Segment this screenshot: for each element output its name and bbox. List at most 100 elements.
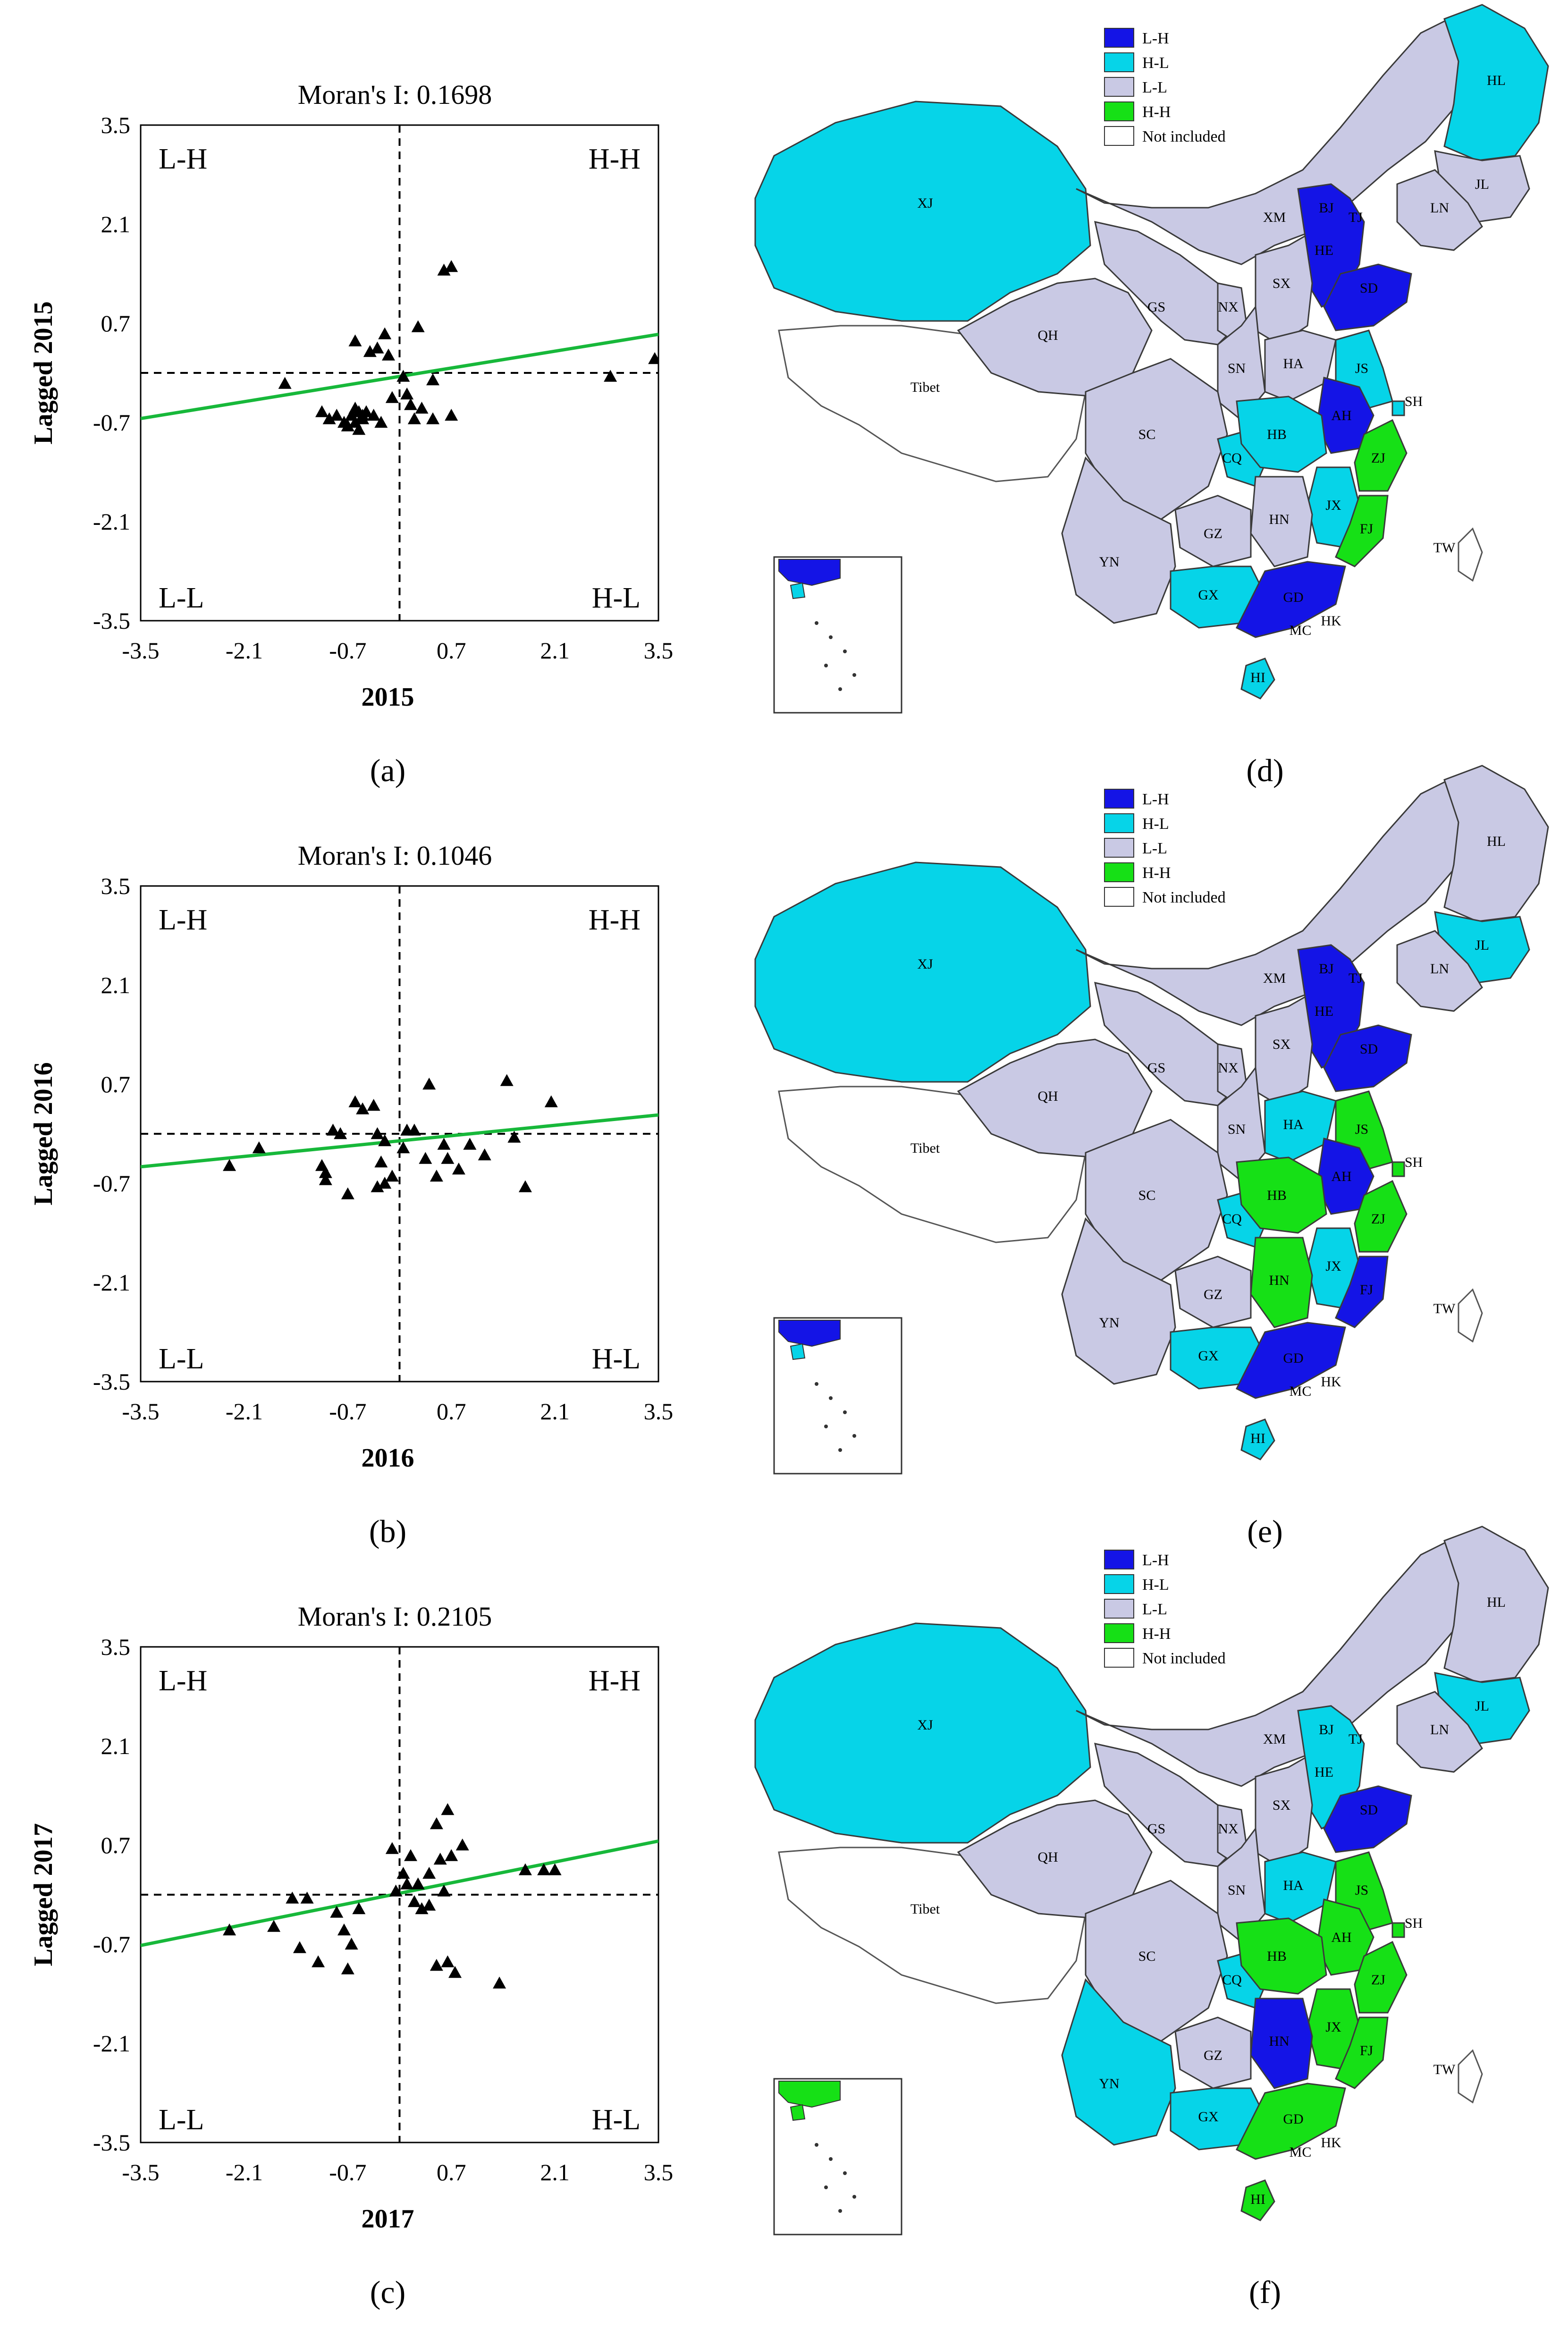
data-point: [396, 370, 410, 382]
data-point: [381, 348, 395, 361]
data-point: [400, 388, 414, 400]
province-zj: [1354, 1940, 1408, 2014]
data-point: [445, 260, 458, 272]
quadrant-label-ll: L-L: [159, 2104, 204, 2136]
province-sd: [1323, 1785, 1412, 1853]
data-point: [367, 409, 380, 421]
legend-swatch: [1104, 28, 1134, 48]
region-label-sx: SX: [1273, 1797, 1291, 1813]
panel-label: (c): [370, 2274, 405, 2310]
inset-coast: [778, 2081, 841, 2108]
x-tick-label: -3.5: [122, 637, 159, 664]
legend-swatch: [1104, 1550, 1134, 1569]
inset-map: [773, 2078, 902, 2235]
province-hi: [1240, 1418, 1275, 1460]
province-sn: [1217, 1827, 1266, 1943]
legend-swatch: [1104, 101, 1134, 121]
china-map-2: XJ HL JL LN XM BJ TJ HE SX SD QH GS NX SN HA JS SH Tibet S…: [754, 765, 1549, 1549]
x-tick-label: -0.7: [329, 2159, 366, 2185]
province-sn: [1217, 1066, 1266, 1182]
region-label-hk: HK: [1321, 1374, 1341, 1390]
data-point: [378, 1177, 392, 1189]
quadrant-label-ll: L-L: [159, 582, 204, 614]
region-label-sx: SX: [1273, 276, 1291, 291]
data-point: [286, 1891, 299, 1904]
y-tick-label: 0.7: [101, 1071, 131, 1097]
province-yn: [1061, 1978, 1176, 2146]
data-point: [367, 1099, 380, 1111]
region-label-sn: SN: [1228, 1882, 1246, 1898]
data-point: [348, 334, 362, 346]
region-label-hb: HB: [1267, 1948, 1287, 1964]
region-label-hk: HK: [1321, 2135, 1341, 2151]
inset-island-dot: [843, 649, 847, 653]
legend-label: H-H: [1142, 864, 1171, 882]
data-point: [223, 1159, 236, 1171]
region-label-hn: HN: [1269, 512, 1289, 527]
x-tick-label: 2.1: [540, 637, 570, 664]
region-label-sh: SH: [1405, 1915, 1423, 1931]
province-qh: [957, 278, 1153, 397]
province-gd: [1235, 2083, 1346, 2160]
data-point: [407, 1123, 421, 1136]
region-label-cq: CQ: [1222, 450, 1242, 466]
data-point: [385, 391, 399, 403]
region-label-bj: BJ: [1319, 961, 1334, 977]
region-label-cq: CQ: [1222, 1211, 1242, 1227]
quadrant-label-hh: H-H: [589, 904, 641, 936]
region-label-sc: SC: [1138, 1948, 1156, 1964]
data-point: [404, 1849, 418, 1861]
y-tick-label: 0.7: [101, 1832, 131, 1858]
inset-island: [790, 582, 806, 599]
quadrant-label-lh: L-H: [159, 904, 207, 936]
x-tick-label: -2.1: [226, 1398, 263, 1425]
legend-swatch: [1104, 862, 1134, 882]
region-label-sd: SD: [1360, 1041, 1378, 1057]
inset-island-dot: [843, 1410, 847, 1414]
region-label-xm: XM: [1263, 970, 1286, 986]
region-label-fj: FJ: [1360, 521, 1374, 537]
region-label-hn: HN: [1269, 1273, 1289, 1288]
data-point: [493, 1976, 506, 1989]
region-label-mc: MC: [1290, 1383, 1312, 1399]
x-tick-label: -3.5: [122, 1398, 159, 1425]
data-point: [371, 1180, 384, 1192]
province-qh: [957, 1038, 1153, 1158]
legend-swatch: [1104, 1648, 1134, 1668]
region-label-gd: GD: [1283, 1350, 1303, 1366]
region-label-xj: XJ: [917, 1717, 933, 1733]
region-label-xm: XM: [1263, 1731, 1286, 1747]
x-tick-label: 2.1: [540, 1398, 570, 1425]
data-point: [374, 416, 388, 428]
data-point: [548, 1863, 562, 1875]
inset-island: [790, 2104, 806, 2121]
quadrant-label-hh: H-H: [589, 1665, 641, 1697]
region-label-hl: HL: [1487, 73, 1506, 88]
data-point: [415, 1902, 429, 1915]
province-xj: [754, 861, 1091, 1083]
inset-frame: [773, 1317, 902, 1475]
panel-label: (e): [1247, 1513, 1282, 1549]
region-label-hl: HL: [1487, 1594, 1506, 1610]
data-point: [300, 1891, 314, 1904]
province-sx: [1255, 995, 1313, 1106]
region-label-yn: YN: [1099, 1315, 1119, 1331]
region-label-xj: XJ: [917, 956, 933, 972]
region-label-js: JS: [1355, 361, 1368, 376]
data-point: [433, 1853, 447, 1865]
data-point: [389, 1884, 403, 1897]
legend-label: Not included: [1142, 1650, 1226, 1667]
data-point: [437, 1884, 451, 1897]
province-gz: [1174, 2016, 1252, 2089]
legend-label: Not included: [1142, 128, 1226, 145]
region-label-tj: TJ: [1349, 210, 1363, 225]
moran-scatter-1: Moran's I: 0.1698 L-H H-H L-L H-L -3.5 -2.1 -0.…: [29, 79, 673, 788]
data-point: [396, 1141, 410, 1154]
china-map-3: XJ HL JL LN XM BJ TJ HE SX SD QH GS NX SN HA JS SH Tibet S…: [754, 1526, 1549, 2310]
legend-label: L-L: [1142, 1601, 1167, 1618]
region-label-sx: SX: [1273, 1037, 1291, 1052]
data-point: [341, 1187, 354, 1199]
legend-label: H-H: [1142, 1625, 1171, 1643]
region-label-nx: NX: [1218, 1060, 1239, 1076]
legend-label: L-H: [1142, 791, 1169, 808]
